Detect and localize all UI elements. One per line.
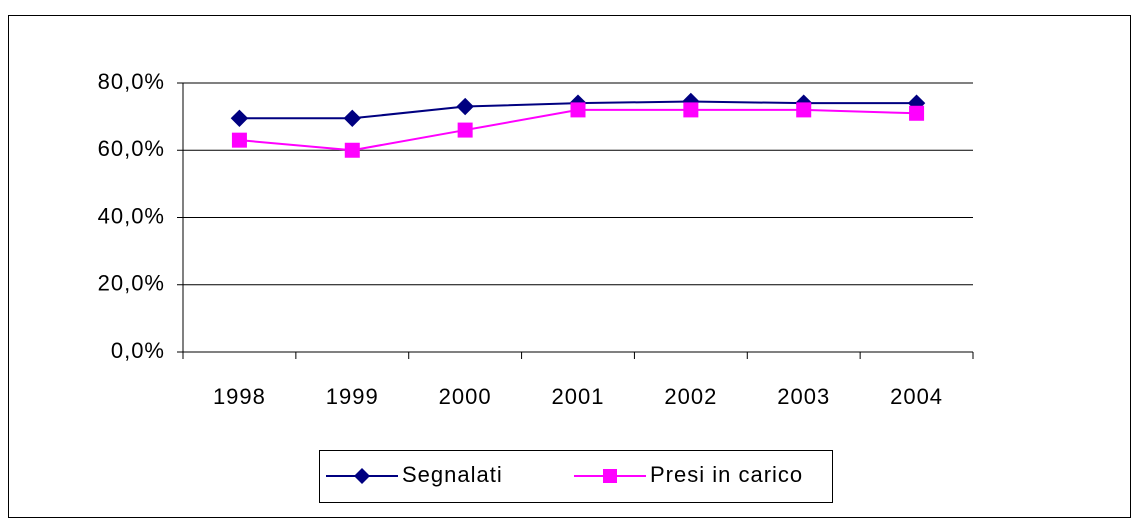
legend-marker: [603, 469, 617, 483]
x-tick-label: 2003: [777, 384, 830, 409]
point: [796, 102, 812, 118]
point: [230, 109, 249, 128]
x-tick-label: 2000: [439, 384, 492, 409]
legend-marker: [354, 468, 370, 484]
chart-border: [8, 15, 1131, 518]
y-tick-label: 20,0%: [98, 271, 165, 296]
x-tick-label: 2002: [664, 384, 717, 409]
y-tick-label: 40,0%: [98, 203, 165, 228]
point: [344, 142, 360, 158]
y-tick-label: 80,0%: [98, 69, 165, 94]
point: [457, 122, 473, 138]
point: [231, 132, 247, 148]
y-tick-label: 60,0%: [98, 136, 165, 161]
legend-label: Presi in carico: [650, 462, 803, 487]
x-tick-label: 2001: [552, 384, 605, 409]
x-tick-label: 1998: [213, 384, 266, 409]
legend-label: Segnalati: [402, 462, 503, 487]
x-tick-label: 2004: [890, 384, 943, 409]
point: [343, 109, 361, 128]
y-tick-label: 0,0%: [111, 338, 165, 363]
x-tick-label: 1999: [326, 384, 379, 409]
point: [683, 102, 699, 118]
point: [456, 97, 474, 116]
point: [909, 105, 925, 121]
point: [570, 102, 586, 118]
